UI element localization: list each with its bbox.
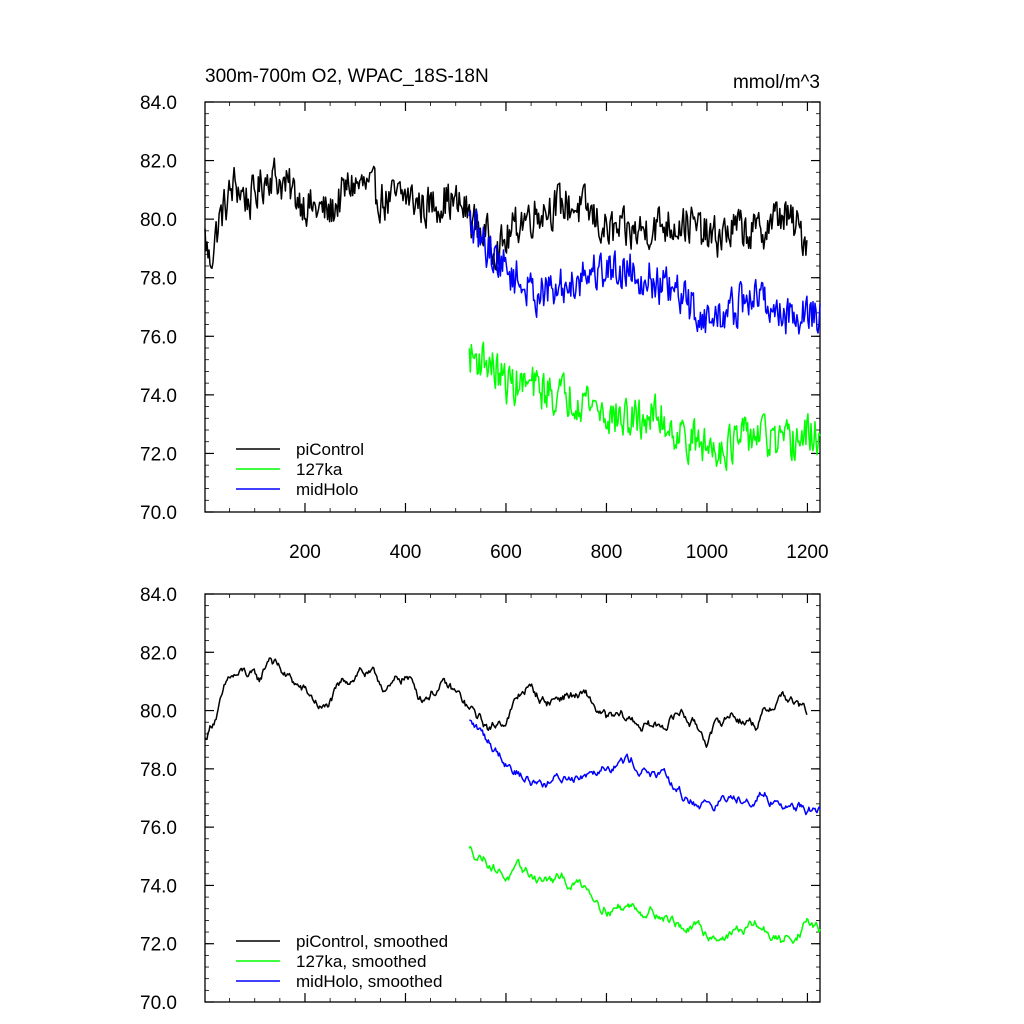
x-tick-label: 600 — [490, 542, 522, 563]
y-tick-label: 82.0 — [140, 643, 177, 664]
y-tick-label: 74.0 — [140, 876, 177, 897]
series-line-127ka — [468, 341, 821, 472]
legend-label: 127ka — [296, 460, 343, 479]
y-tick-label: 74.0 — [140, 386, 177, 407]
plot-frame — [204, 593, 821, 1003]
y-tick-label: 80.0 — [140, 702, 177, 723]
x-tick-label: 1000 — [686, 542, 728, 563]
y-tick-label: 78.0 — [140, 269, 177, 290]
y-tick-label: 70.0 — [140, 993, 177, 1014]
series-line-picontrol — [204, 157, 808, 271]
legend-label: midHolo — [296, 480, 358, 499]
y-tick-label: 70.0 — [140, 503, 177, 524]
y-tick-label: 82.0 — [140, 152, 177, 173]
y-tick-label: 76.0 — [140, 818, 177, 839]
bottom-panel: 70.0 72.0 74.0 76.0 78.0 80.0 82.0 84.0 piContro… — [140, 585, 821, 1014]
legend-label: 127ka, smoothed — [296, 952, 426, 971]
y-tick-label: 84.0 — [140, 585, 177, 606]
series-line-midholo-smoothed — [469, 719, 821, 816]
series-line-midholo — [468, 208, 821, 335]
units-label: mmol/m^3 — [733, 72, 820, 93]
y-tick-label: 78.0 — [140, 760, 177, 781]
legend-label: piControl — [296, 440, 364, 459]
legend-label: midHolo, smoothed — [296, 972, 442, 991]
chart-title: 300m-700m O2, WPAC_18S-18N — [205, 66, 489, 87]
series-line-picontrol-smoothed — [204, 657, 808, 748]
x-tick-label: 1200 — [786, 542, 828, 563]
y-tick-label: 80.0 — [140, 210, 177, 231]
x-tick-label: 400 — [390, 542, 422, 563]
x-tick-label: 200 — [289, 542, 321, 563]
top-panel: 70.0 72.0 74.0 76.0 78.0 80.0 82.0 84.0 200 400 60… — [140, 93, 829, 563]
y-tick-label: 72.0 — [140, 935, 177, 956]
y-tick-label: 76.0 — [140, 327, 177, 348]
legend-label: piControl, smoothed — [296, 932, 448, 951]
x-tick-label: 800 — [591, 542, 623, 563]
series-line-127ka-smoothed — [468, 845, 821, 944]
y-tick-label: 72.0 — [140, 444, 177, 465]
y-tick-label: 84.0 — [140, 93, 177, 114]
